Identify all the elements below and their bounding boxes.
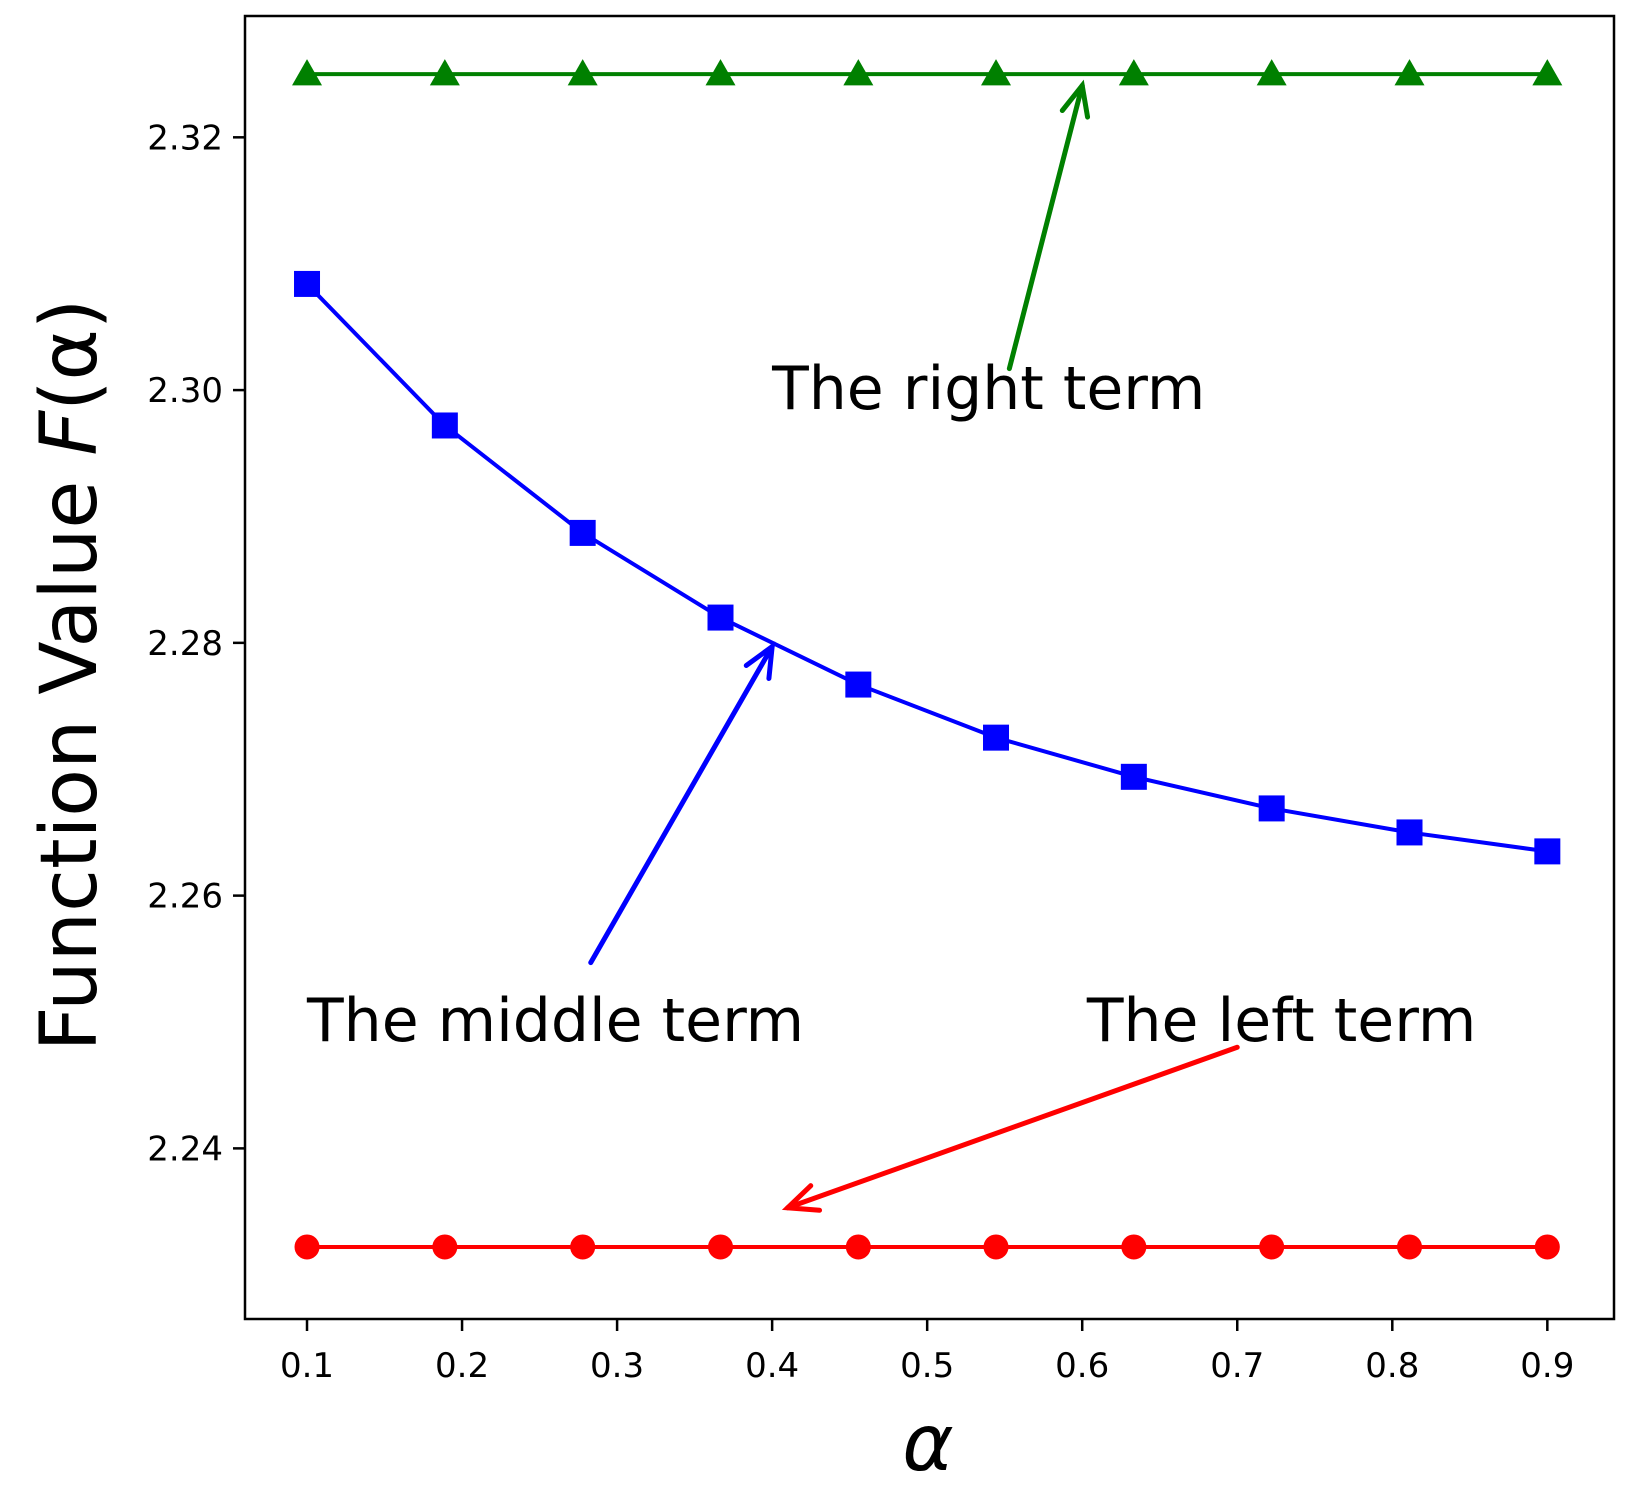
annotation-texts: The right term The middle term The left te… (306, 354, 1476, 1056)
data-point-right (843, 59, 874, 86)
y-tick-label: 2.26 (147, 877, 223, 917)
data-point-left (1397, 1234, 1423, 1260)
y-axis-ticks: 2.24 2.26 2.28 2.30 2.32 (147, 118, 245, 1169)
data-point-left (432, 1234, 458, 1260)
data-point-middle (431, 412, 458, 439)
x-tick-label: 0.1 (280, 1346, 334, 1386)
data-point-left (294, 1234, 320, 1260)
y-axis-title-func: F (25, 410, 115, 456)
arrow-shaft (1006, 83, 1085, 372)
y-axis-title: Function Value F(α) (25, 299, 115, 1052)
x-axis-ticks: 0.1 0.2 0.3 0.4 0.5 0.6 0.7 0.8 0.9 (280, 1319, 1574, 1386)
data-point-middle (1258, 795, 1285, 822)
x-tick-label: 0.8 (1365, 1346, 1419, 1386)
data-point-right (429, 59, 460, 86)
data-point-left (708, 1234, 734, 1260)
x-tick-label: 0.3 (590, 1346, 644, 1386)
x-tick-label: 0.4 (745, 1346, 799, 1386)
x-tick-label: 0.9 (1520, 1346, 1574, 1386)
arrow-shaft (588, 644, 775, 966)
data-point-middle (983, 724, 1010, 751)
y-tick-label: 2.24 (147, 1129, 223, 1169)
data-point-right (292, 59, 323, 86)
data-point-right (567, 59, 598, 86)
data-point-right (1532, 59, 1563, 86)
data-point-middle (845, 671, 872, 698)
annotation-label-left: The left term (1086, 986, 1476, 1056)
x-tick-label: 0.7 (1210, 1346, 1264, 1386)
data-point-left (983, 1234, 1009, 1260)
x-tick-label: 0.2 (435, 1346, 489, 1386)
data-point-left (1121, 1234, 1147, 1260)
plot-frame (243, 14, 1616, 1321)
arrow-shaft (785, 1044, 1240, 1211)
annotation-arrow-right (1006, 79, 1091, 372)
series-layer (292, 59, 1563, 1260)
data-point-left (570, 1234, 596, 1260)
annotation-label-right: The right term (771, 354, 1205, 424)
data-point-middle (294, 270, 321, 297)
y-axis-title-arg: (α) (25, 299, 115, 411)
data-point-middle (707, 604, 734, 631)
y-tick-label: 2.30 (147, 371, 223, 411)
series-line-middle (305, 282, 1548, 854)
annotation-label-middle: The middle term (306, 986, 804, 1056)
x-axis-title: α (902, 1399, 953, 1489)
x-tick-label: 0.6 (1055, 1346, 1109, 1386)
annotation-arrow-middle (588, 641, 776, 966)
annotation-arrow-left (781, 1044, 1240, 1213)
y-tick-label: 2.32 (147, 118, 223, 158)
annotation-arrows (588, 79, 1240, 1213)
data-point-right (705, 59, 736, 86)
data-point-middle (1120, 763, 1147, 790)
arrow-head (743, 641, 776, 681)
data-point-right (1118, 59, 1149, 86)
x-tick-label: 0.5 (900, 1346, 954, 1386)
arrow-head (1059, 79, 1091, 120)
data-point-middle (569, 519, 596, 546)
data-point-right (1394, 59, 1425, 86)
data-point-right (981, 59, 1012, 86)
y-tick-label: 2.28 (147, 624, 223, 664)
arrow-head (781, 1183, 823, 1213)
data-point-left (1259, 1234, 1285, 1260)
y-axis-title-prefix: Function Value (25, 456, 115, 1052)
data-point-left (1534, 1234, 1560, 1260)
data-point-middle (1396, 819, 1423, 846)
data-point-left (845, 1234, 871, 1260)
data-point-right (1256, 59, 1287, 86)
data-point-middle (1534, 838, 1561, 865)
